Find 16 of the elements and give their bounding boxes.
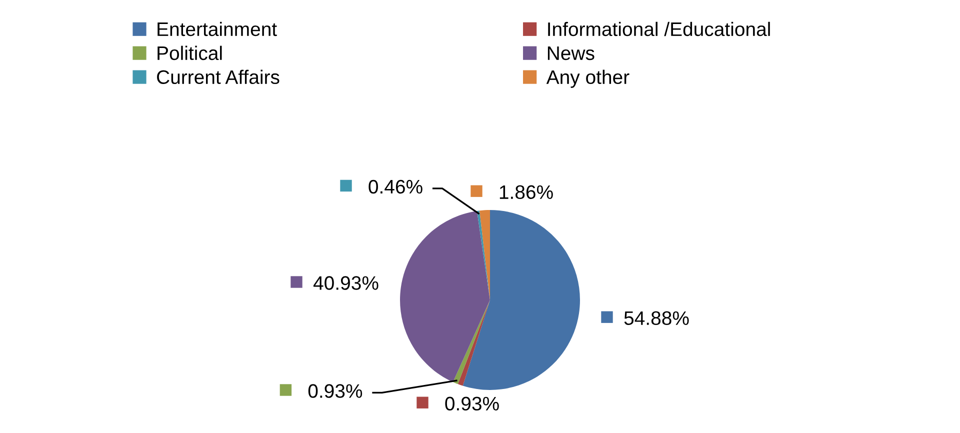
pie-slice [480,210,490,300]
pie-slice [476,210,490,300]
legend-label: News [548,46,594,60]
legend-label: Current Affairs [157,70,280,84]
data-label: 40.93% [313,276,378,290]
data-label: 0.93% [445,396,499,411]
legend-label: Entertainment [158,22,277,36]
legend-label: Informational /Educational [548,22,770,36]
pie-slice [462,210,580,390]
data-label: 54.88% [624,311,689,326]
data-label: 1.86% [500,185,553,200]
data-label: 0.93% [308,384,362,398]
pie-slice [400,210,490,382]
legend-label: Political [158,46,222,60]
data-label: 0.46% [368,180,422,194]
legend-label: Any other [546,70,630,88]
